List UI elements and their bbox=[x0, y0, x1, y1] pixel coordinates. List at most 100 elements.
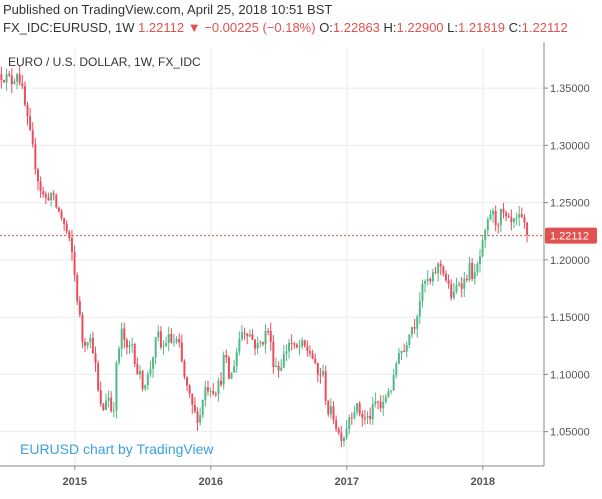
candle-up bbox=[280, 367, 283, 371]
candle-down bbox=[290, 342, 293, 344]
candle-up bbox=[209, 391, 212, 393]
candle-up bbox=[384, 397, 387, 402]
candle-down bbox=[429, 278, 432, 282]
candle-up bbox=[512, 218, 515, 223]
candle-up bbox=[342, 437, 345, 441]
candle-down bbox=[471, 262, 474, 279]
price-change: −0.00225 (−0.18%) bbox=[204, 20, 316, 35]
candle-up bbox=[199, 415, 202, 423]
candle-up bbox=[175, 339, 178, 342]
candle-down bbox=[526, 222, 529, 236]
candle-down bbox=[269, 331, 272, 342]
candle-up bbox=[366, 415, 369, 418]
candle-up bbox=[426, 278, 429, 281]
candle-up bbox=[104, 400, 107, 410]
candle-down bbox=[31, 130, 34, 145]
candle-down bbox=[261, 342, 264, 345]
x-tick-label: 2016 bbox=[199, 476, 223, 488]
y-tick-label: 1.30000 bbox=[550, 140, 590, 152]
candle-down bbox=[10, 75, 13, 85]
candle-up bbox=[301, 340, 304, 347]
chart-area[interactable]: 1.22112 1.05000 1.10000 1.15000 1.20000 1.25… bbox=[0, 42, 602, 494]
candle-down bbox=[23, 86, 26, 105]
candle-down bbox=[450, 283, 453, 298]
candle-up bbox=[463, 278, 466, 289]
candle-up bbox=[201, 399, 204, 416]
candle-up bbox=[382, 401, 385, 409]
candle-down bbox=[363, 417, 366, 419]
candle-up bbox=[492, 210, 495, 215]
candle-down bbox=[460, 283, 463, 289]
candle-up bbox=[248, 334, 251, 337]
candle-down bbox=[212, 391, 215, 394]
candle-up bbox=[452, 291, 455, 298]
candle-up bbox=[395, 363, 398, 376]
candle-up bbox=[481, 240, 484, 257]
candle-up bbox=[157, 331, 160, 338]
candle-up bbox=[329, 406, 332, 415]
candle-down bbox=[60, 211, 63, 219]
candle-down bbox=[63, 218, 66, 224]
candle-down bbox=[340, 432, 343, 441]
last-price-tag-label: 1.22112 bbox=[550, 231, 589, 243]
candle-down bbox=[505, 212, 508, 217]
low-label: L: bbox=[447, 20, 459, 35]
candle-up bbox=[282, 353, 285, 368]
candle-down bbox=[379, 401, 382, 409]
grid bbox=[0, 48, 544, 466]
candle-up bbox=[256, 343, 259, 349]
candle-up bbox=[259, 342, 262, 344]
candle-up bbox=[431, 272, 434, 282]
candle-up bbox=[484, 230, 487, 241]
candle-down bbox=[102, 403, 105, 410]
candle-down bbox=[225, 355, 228, 358]
candle-up bbox=[167, 334, 170, 344]
candle-up bbox=[298, 346, 301, 348]
candle-up bbox=[240, 332, 243, 339]
candle-down bbox=[26, 104, 29, 117]
candle-up bbox=[424, 280, 427, 284]
candle-down bbox=[327, 400, 330, 415]
candle-up bbox=[515, 217, 518, 219]
candle-down bbox=[306, 346, 309, 351]
candle-up bbox=[408, 334, 411, 346]
candle-up bbox=[390, 390, 393, 392]
candle-down bbox=[36, 169, 39, 182]
candle-down bbox=[246, 333, 249, 337]
candle-up bbox=[499, 208, 502, 226]
candle-down bbox=[324, 371, 327, 401]
candle-up bbox=[149, 368, 152, 375]
watermark: EURUSD chart by TradingView bbox=[20, 441, 214, 457]
candle-down bbox=[369, 415, 372, 420]
candlestick-chart[interactable]: 1.22112 1.05000 1.10000 1.15000 1.20000 1.25… bbox=[0, 42, 602, 494]
candle-up bbox=[238, 338, 241, 352]
candle-down bbox=[97, 363, 100, 391]
candle-down bbox=[520, 214, 523, 218]
candle-down bbox=[442, 266, 445, 274]
candle-down bbox=[434, 272, 437, 274]
candle-up bbox=[138, 371, 141, 375]
candle-down bbox=[44, 194, 47, 198]
candle-down bbox=[507, 216, 510, 218]
candle-up bbox=[112, 410, 115, 412]
candle-down bbox=[136, 364, 139, 375]
candle-down bbox=[8, 73, 11, 76]
candle-down bbox=[57, 207, 60, 212]
candle-down bbox=[413, 327, 416, 329]
y-tick-label: 1.05000 bbox=[550, 427, 590, 439]
candle-down bbox=[141, 371, 144, 389]
candle-up bbox=[115, 362, 118, 411]
low-value: 1.21819 bbox=[458, 20, 506, 35]
candle-down bbox=[183, 361, 186, 377]
candle-down bbox=[188, 385, 191, 394]
candle-down bbox=[81, 314, 84, 343]
candle-down bbox=[214, 393, 217, 395]
candle-up bbox=[152, 357, 155, 369]
candle-up bbox=[217, 380, 220, 394]
candle-up bbox=[486, 219, 489, 231]
candle-up bbox=[374, 401, 377, 405]
candle-down bbox=[267, 330, 270, 332]
candle-down bbox=[34, 144, 37, 170]
close-label: C: bbox=[508, 20, 522, 35]
candle-down bbox=[91, 337, 94, 354]
